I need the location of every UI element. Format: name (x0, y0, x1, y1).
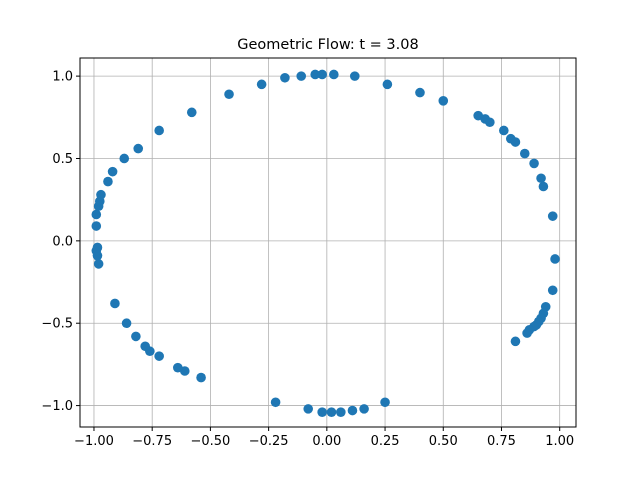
data-point (256, 79, 267, 90)
x-tick-label: 0.75 (487, 434, 516, 449)
data-point (529, 158, 539, 169)
y-tick-label: 0.0 (52, 234, 73, 249)
data-point (519, 148, 530, 159)
data-point (107, 166, 118, 177)
data-point (110, 298, 120, 309)
data-point (329, 69, 339, 80)
data-point (326, 407, 337, 417)
data-point (359, 404, 369, 414)
data-point (103, 176, 113, 187)
x-tick-label: 0.50 (429, 434, 458, 449)
data-point (91, 209, 102, 220)
x-tick-label: −0.75 (132, 434, 172, 449)
data-points (91, 69, 560, 417)
y-tick-label: 0.5 (52, 152, 73, 167)
data-point (140, 341, 151, 352)
data-point (224, 89, 234, 100)
data-point (510, 336, 521, 347)
x-tick-label: −0.50 (190, 434, 230, 449)
x-tick-label: −1.00 (74, 434, 114, 449)
data-point (96, 189, 106, 200)
x-tick-label: 1.00 (545, 434, 574, 449)
data-point (547, 285, 558, 296)
data-point (522, 328, 532, 338)
data-point (349, 71, 360, 81)
data-point (536, 173, 546, 184)
grid (80, 58, 576, 427)
data-point (92, 242, 103, 253)
data-point (154, 125, 164, 136)
data-point (382, 79, 393, 90)
x-tick-label: −0.25 (249, 434, 289, 449)
x-tick-label: 0.25 (371, 434, 400, 449)
data-point (91, 221, 102, 231)
y-tick-label: 1.0 (52, 70, 73, 85)
data-point (538, 181, 549, 192)
data-point (499, 125, 509, 136)
y-tick-label: −1.0 (41, 399, 73, 414)
data-point (415, 87, 425, 98)
data-point (196, 372, 206, 383)
data-point (317, 407, 327, 417)
axis-ticks: −1.00 −0.75 −0.50 −0.25 0.00 0.25 0.50 0.75 1.00… (41, 70, 574, 449)
data-point (133, 143, 144, 154)
data-point (336, 407, 346, 417)
data-point (550, 254, 560, 264)
data-point (296, 71, 307, 81)
data-point (154, 351, 164, 361)
data-point (186, 107, 197, 118)
data-point (347, 405, 358, 416)
data-point (303, 404, 314, 414)
data-point (380, 397, 390, 408)
data-point (280, 72, 290, 83)
data-point (121, 318, 132, 329)
data-point (173, 362, 183, 373)
data-point (510, 137, 521, 147)
y-tick-label: −0.5 (41, 317, 73, 332)
data-point (438, 96, 449, 106)
data-point (270, 397, 281, 408)
data-point (317, 69, 327, 80)
data-point (93, 259, 104, 269)
x-tick-label: 0.00 (312, 434, 341, 449)
data-point (119, 153, 130, 164)
data-point (131, 331, 141, 342)
data-point (485, 117, 495, 128)
data-point (547, 211, 558, 221)
data-point (310, 69, 320, 80)
plot-area-frame (79, 57, 577, 428)
chart-title: Geometric Flow: t = 3.08 (237, 37, 418, 53)
